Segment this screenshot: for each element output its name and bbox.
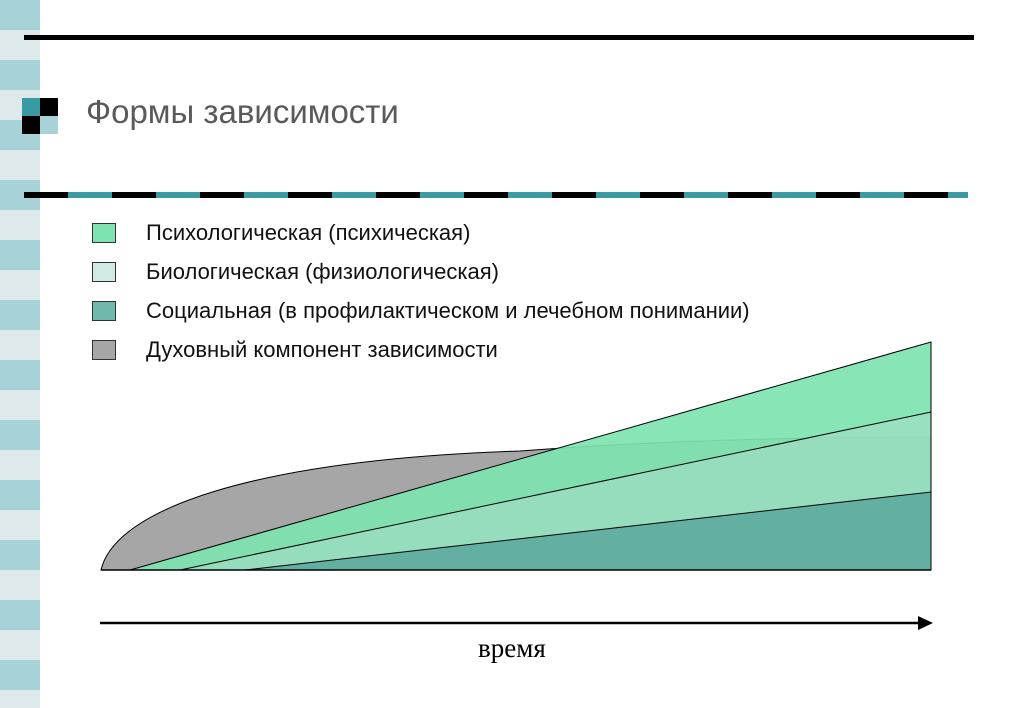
strip-block — [0, 0, 40, 30]
time-axis-arrowhead-icon — [918, 616, 933, 630]
dash-segment — [24, 192, 68, 198]
legend-label: Биологическая (физиологическая) — [146, 259, 499, 284]
dash-segment — [112, 192, 156, 198]
strip-block — [0, 360, 40, 390]
strip-block — [0, 240, 40, 270]
legend-swatch-biological — [92, 262, 116, 282]
dash-segment — [68, 192, 112, 198]
strip-block — [0, 570, 40, 600]
dash-segment — [904, 192, 948, 198]
dash-segment — [596, 192, 640, 198]
dash-segment — [948, 192, 968, 198]
strip-block — [0, 630, 40, 660]
dashed-rule — [24, 192, 968, 198]
dash-segment — [464, 192, 508, 198]
dash-segment — [156, 192, 200, 198]
legend-swatch-social — [92, 301, 116, 321]
dash-segment — [728, 192, 772, 198]
legend-label: Психологическая (психическая) — [146, 220, 471, 245]
dash-segment — [684, 192, 728, 198]
dash-segment — [420, 192, 464, 198]
strip-block — [0, 660, 40, 690]
strip-block — [0, 600, 40, 630]
strip-block — [0, 450, 40, 480]
strip-block — [0, 330, 40, 360]
legend-swatch-spiritual — [92, 340, 116, 360]
dash-segment — [816, 192, 860, 198]
strip-block — [0, 60, 40, 90]
dash-segment — [332, 192, 376, 198]
strip-block — [0, 210, 40, 240]
dash-segment — [772, 192, 816, 198]
dash-segment — [244, 192, 288, 198]
strip-block — [0, 390, 40, 420]
strip-block — [0, 270, 40, 300]
dash-segment — [288, 192, 332, 198]
legend-swatch-psychological — [92, 223, 116, 243]
dash-segment — [640, 192, 684, 198]
x-axis-label: время — [478, 633, 546, 663]
strip-block — [0, 480, 40, 510]
dash-segment — [552, 192, 596, 198]
dash-segment — [860, 192, 904, 198]
dash-segment — [508, 192, 552, 198]
legend-label: Духовный компонент зависимости — [146, 337, 498, 362]
strip-block — [0, 420, 40, 450]
legend-label: Социальная (в профилактическом и лечебно… — [146, 298, 750, 323]
title-bullet-icon — [22, 98, 58, 134]
dash-segment — [200, 192, 244, 198]
strip-block — [0, 300, 40, 330]
strip-block — [0, 690, 40, 708]
slide-title: Формы зависимости — [86, 93, 399, 130]
strip-block — [0, 540, 40, 570]
strip-block — [0, 510, 40, 540]
dash-segment — [376, 192, 420, 198]
top-rule — [24, 35, 974, 40]
strip-block — [0, 150, 40, 180]
